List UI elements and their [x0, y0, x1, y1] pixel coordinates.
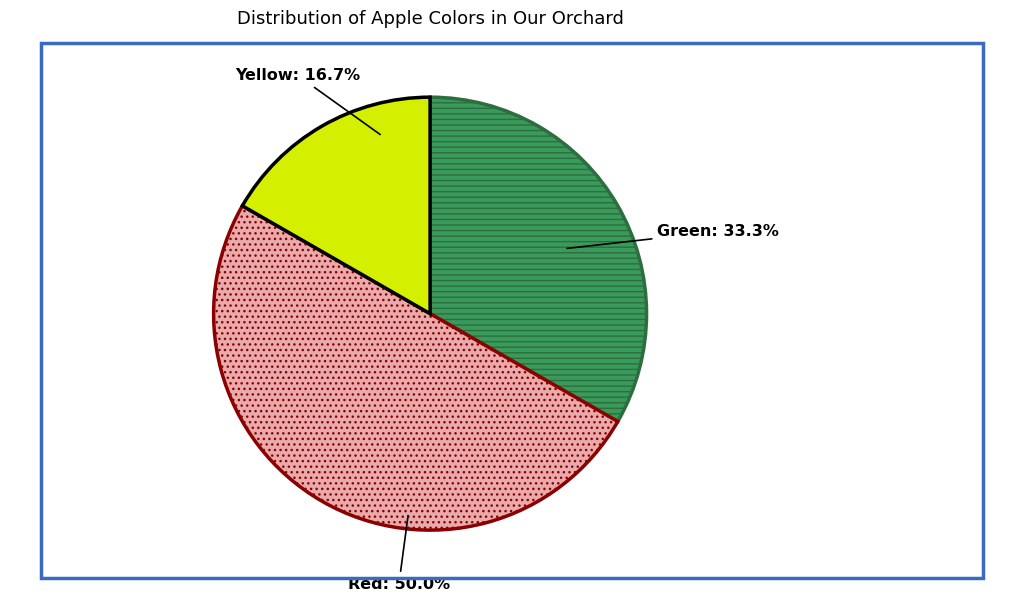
Text: Green: 33.3%: Green: 33.3%: [567, 224, 779, 248]
Text: Yellow: 16.7%: Yellow: 16.7%: [236, 68, 380, 135]
Text: Red: 50.0%: Red: 50.0%: [348, 515, 450, 592]
Wedge shape: [214, 206, 617, 530]
Title: Distribution of Apple Colors in Our Orchard: Distribution of Apple Colors in Our Orch…: [237, 10, 624, 28]
Wedge shape: [243, 97, 430, 314]
Wedge shape: [430, 97, 646, 421]
